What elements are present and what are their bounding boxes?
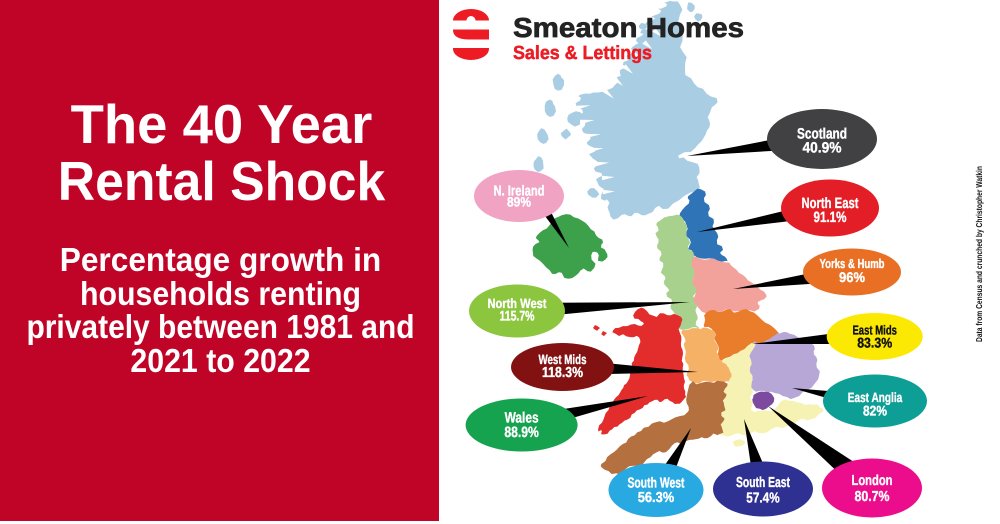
- svg-text:82%: 82%: [863, 402, 887, 418]
- svg-text:40.9%: 40.9%: [803, 140, 842, 157]
- svg-text:East Mids: East Mids: [852, 322, 897, 337]
- svg-text:South East: South East: [736, 475, 790, 491]
- svg-text:East Anglia: East Anglia: [848, 390, 903, 405]
- svg-text:115.7%: 115.7%: [500, 308, 535, 324]
- svg-text:57.4%: 57.4%: [746, 491, 779, 507]
- svg-text:56.3%: 56.3%: [638, 490, 675, 506]
- svg-text:118.3%: 118.3%: [542, 365, 583, 381]
- svg-text:91.1%: 91.1%: [814, 209, 847, 226]
- svg-text:Yorks & Humb: Yorks & Humb: [820, 256, 885, 271]
- svg-text:South West: South West: [628, 476, 685, 492]
- svg-text:83.3%: 83.3%: [857, 335, 892, 351]
- svg-text:North West: North West: [488, 296, 547, 311]
- svg-text:London: London: [852, 473, 893, 489]
- svg-text:88.9%: 88.9%: [504, 424, 539, 441]
- svg-text:West Mids: West Mids: [539, 352, 587, 367]
- svg-text:N. Ireland: N. Ireland: [494, 184, 545, 200]
- svg-text:North East: North East: [802, 195, 859, 212]
- svg-text:96%: 96%: [839, 269, 866, 285]
- svg-text:Smeaton Homes: Smeaton Homes: [513, 12, 744, 43]
- svg-text:80.7%: 80.7%: [855, 489, 890, 505]
- svg-text:Sales & Lettings: Sales & Lettings: [513, 43, 652, 64]
- svg-text:Data from Census and crunched: Data from Census and crunched by Christo…: [974, 166, 984, 342]
- svg-text:Wales: Wales: [505, 410, 539, 427]
- svg-text:Scotland: Scotland: [797, 125, 847, 142]
- svg-text:89%: 89%: [507, 195, 531, 210]
